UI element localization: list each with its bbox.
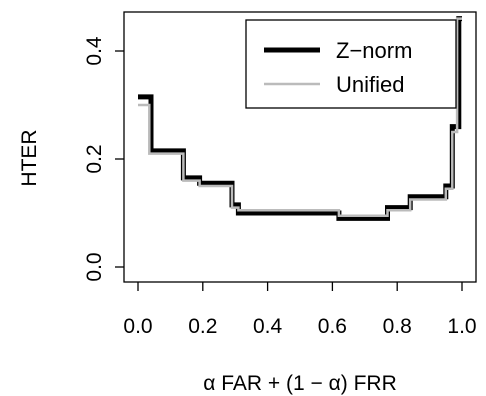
x-tick-label: 0.8: [383, 315, 412, 338]
x-tick-label: 0.2: [188, 315, 217, 338]
series-layer: [138, 16, 462, 221]
legend-label-z-norm: Z−norm: [336, 38, 412, 63]
plot-frame: [123, 11, 477, 283]
x-tick-label: 0.4: [253, 315, 283, 338]
x-tick-label: 1.0: [447, 315, 476, 338]
x-tick-label: 0.6: [318, 315, 347, 338]
series-line-unified: [138, 17, 462, 217]
axes: 0.0 0.2 0.4 0.6 0.8 1.0 0.0 0.2 0.4: [83, 36, 477, 338]
legend-label-unified: Unified: [336, 72, 404, 97]
x-axis-label: α FAR + (1 − α) FRR: [203, 372, 396, 395]
legend: Z−norm Unified: [245, 19, 457, 109]
y-axis-label: HTER: [18, 129, 41, 186]
legend-box: [245, 19, 457, 109]
x-tick-label: 0.0: [123, 315, 152, 338]
y-tick-label: 0.4: [83, 36, 106, 66]
y-tick-label: 0.0: [83, 252, 106, 281]
y-tick-label: 0.2: [83, 144, 106, 173]
